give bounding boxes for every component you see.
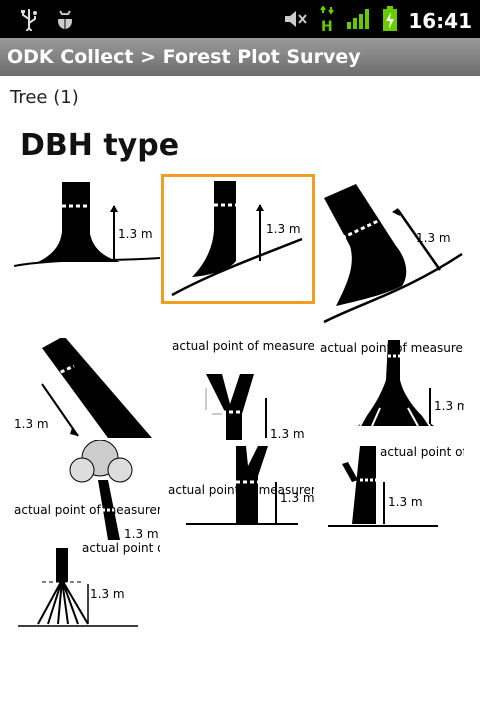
usb-icon xyxy=(18,7,40,35)
option-label: actual point of measurement xyxy=(380,445,464,459)
option-tree-branch[interactable]: actual point of measurement 1.3 m xyxy=(318,442,464,532)
option-buttressed-tree[interactable]: actual point of measurement 1.3 m xyxy=(318,338,464,438)
option-label: 1.3 m xyxy=(416,231,451,245)
option-label: 1.3 m xyxy=(434,399,464,413)
app-title: ODK Collect > Forest Plot Survey xyxy=(7,46,361,68)
option-label: 1.3 m xyxy=(118,227,153,241)
option-label: 1.3 m xyxy=(90,587,125,601)
group-label: Tree (1) xyxy=(10,87,79,108)
option-tree-on-slope[interactable]: 1.3 m xyxy=(161,174,315,304)
option-label: 1.3 m xyxy=(266,222,301,236)
app-title-bar: ODK Collect > Forest Plot Survey xyxy=(0,38,480,76)
option-label: actual point of measurement xyxy=(82,542,160,555)
mute-icon xyxy=(282,7,308,35)
option-label: 1.3 m xyxy=(124,527,159,540)
option-label: 1.3 m xyxy=(388,495,423,509)
signal-icon xyxy=(346,7,372,35)
option-label: 1.3 m xyxy=(14,417,49,431)
option-tree-deformity[interactable]: actual point of measurement 1.3 m xyxy=(12,440,160,540)
question-label: DBH type xyxy=(20,128,180,163)
debug-bug-icon xyxy=(54,7,76,35)
clock: 16:41 xyxy=(408,9,472,33)
option-label: actual point of measurement xyxy=(172,339,314,353)
option-straight-tree[interactable]: 1.3 m xyxy=(14,178,160,274)
option-leaning-tree-on-slope[interactable]: 1.3 m xyxy=(318,180,466,326)
battery-charging-icon xyxy=(382,6,398,36)
option-stilt-root-tree[interactable]: actual point of measurement 1.3 m xyxy=(12,542,160,632)
option-label: actual point of measurement xyxy=(14,503,160,517)
option-leaning-tree[interactable]: 1.3 m xyxy=(12,338,160,438)
network-h-icon: H xyxy=(318,5,336,36)
option-forked-tree-above[interactable]: actual point of measurement 1.3 m xyxy=(166,442,314,530)
option-forked-tree-below[interactable]: actual point of measurement 1.3 m xyxy=(166,338,314,440)
option-label: actual point of measurement xyxy=(168,483,314,497)
svg-text:H: H xyxy=(321,19,333,32)
option-label: 1.3 m xyxy=(270,427,305,440)
option-label: 1.3 m xyxy=(280,491,314,505)
status-bar: H 16:41 xyxy=(0,0,480,38)
